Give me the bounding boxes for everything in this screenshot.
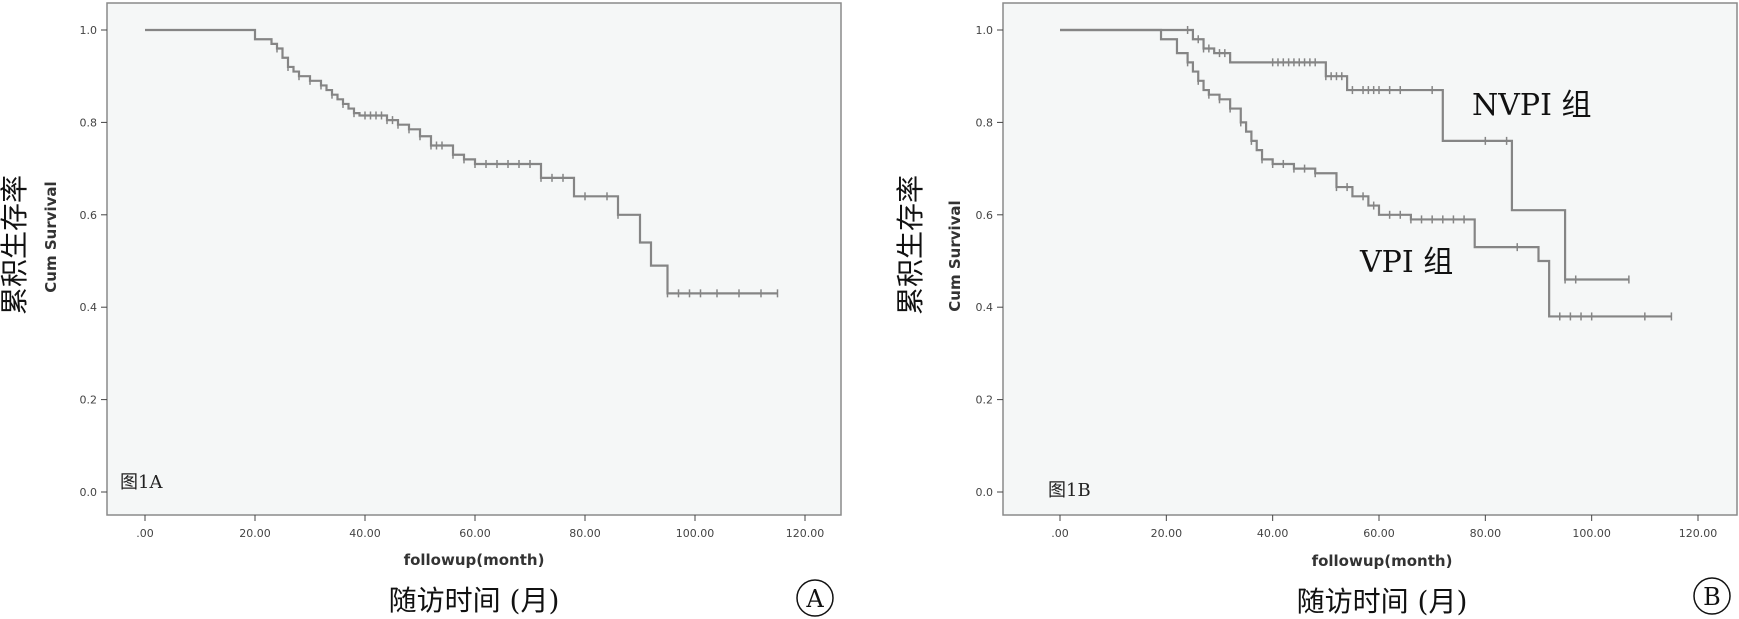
chinese-x-title: 随访时间 (月) xyxy=(1297,585,1468,618)
survival-curve-2 xyxy=(1060,28,1672,318)
curve-layer xyxy=(145,28,779,298)
plot-area xyxy=(106,2,842,516)
x-tick-label: 40.00 xyxy=(1257,527,1289,540)
x-tick-label: 60.00 xyxy=(459,527,491,540)
x-tick-label: 20.00 xyxy=(239,527,271,540)
x-tick-label: .00 xyxy=(136,527,154,540)
y-tick-label: 0.4 xyxy=(80,301,98,314)
chinese-y-title: 累积生存率 xyxy=(894,175,927,315)
y-tick-label: 0.0 xyxy=(976,486,994,499)
x-tick-label: 100.00 xyxy=(1572,527,1611,540)
x-tick-label: 100.00 xyxy=(676,527,715,540)
survival-curve-1 xyxy=(1060,28,1629,281)
series-label-vpi: VPI 组 xyxy=(1359,245,1453,280)
chinese-y-title: 累积生存率 xyxy=(0,175,31,315)
y-tick-label: 0.0 xyxy=(80,486,98,499)
x-axis: .00 20.00 40.00 60.00 80.00 100.00 120.00 xyxy=(136,515,824,540)
panel-label: B xyxy=(1703,583,1721,611)
x-axis: .00 20.00 40.00 60.00 80.00 100.00 120.00 xyxy=(1051,515,1717,540)
x-tick-label: 80.00 xyxy=(569,527,601,540)
y-axis: 0.0 0.2 0.4 0.6 0.8 1.0 xyxy=(80,24,107,499)
chinese-x-title: 随访时间 (月) xyxy=(389,584,560,617)
y-tick-label: 0.4 xyxy=(976,301,994,314)
y-tick-label: 0.6 xyxy=(976,209,994,222)
x-tick-label: 20.00 xyxy=(1151,527,1183,540)
x-tick-label: 40.00 xyxy=(349,527,381,540)
series-label-nvpi: NVPI 组 xyxy=(1472,88,1592,123)
x-axis-title: followup(month) xyxy=(404,551,545,569)
curve-layer xyxy=(1060,26,1673,321)
x-tick-label: 60.00 xyxy=(1363,527,1395,540)
y-tick-label: 0.2 xyxy=(80,394,98,407)
x-tick-label: 120.00 xyxy=(1679,527,1718,540)
figure-inner-label: 图1B xyxy=(1048,480,1091,501)
y-tick-label: 0.6 xyxy=(80,209,98,222)
survival-plot-a: 累积生存率 Cum Survival 0.0 0.2 0.4 0.6 0.8 1.0 .0… xyxy=(0,2,842,617)
y-tick-label: 1.0 xyxy=(976,24,994,37)
figure-inner-label: 图1A xyxy=(120,472,163,493)
y-tick-label: 0.8 xyxy=(976,116,994,129)
plot-area xyxy=(1002,2,1738,516)
y-axis: 0.0 0.2 0.4 0.6 0.8 1.0 xyxy=(976,24,1003,499)
x-tick-label: 80.00 xyxy=(1470,527,1502,540)
panel-label-circle xyxy=(796,579,834,617)
survival-plot-b: 累积生存率 Cum Survival 0.0 0.2 0.4 0.6 0.8 1.0 .0… xyxy=(894,2,1738,618)
panel-label: A xyxy=(805,585,824,613)
y-axis-title: Cum Survival xyxy=(946,200,964,311)
y-tick-label: 0.8 xyxy=(80,116,98,129)
x-axis-title: followup(month) xyxy=(1312,552,1453,570)
panel-label-circle xyxy=(1693,577,1731,615)
y-tick-label: 0.2 xyxy=(976,394,994,407)
y-axis-title: Cum Survival xyxy=(42,181,60,292)
x-tick-label: 120.00 xyxy=(786,527,825,540)
x-tick-label: .00 xyxy=(1051,527,1069,540)
y-tick-label: 1.0 xyxy=(80,24,98,37)
